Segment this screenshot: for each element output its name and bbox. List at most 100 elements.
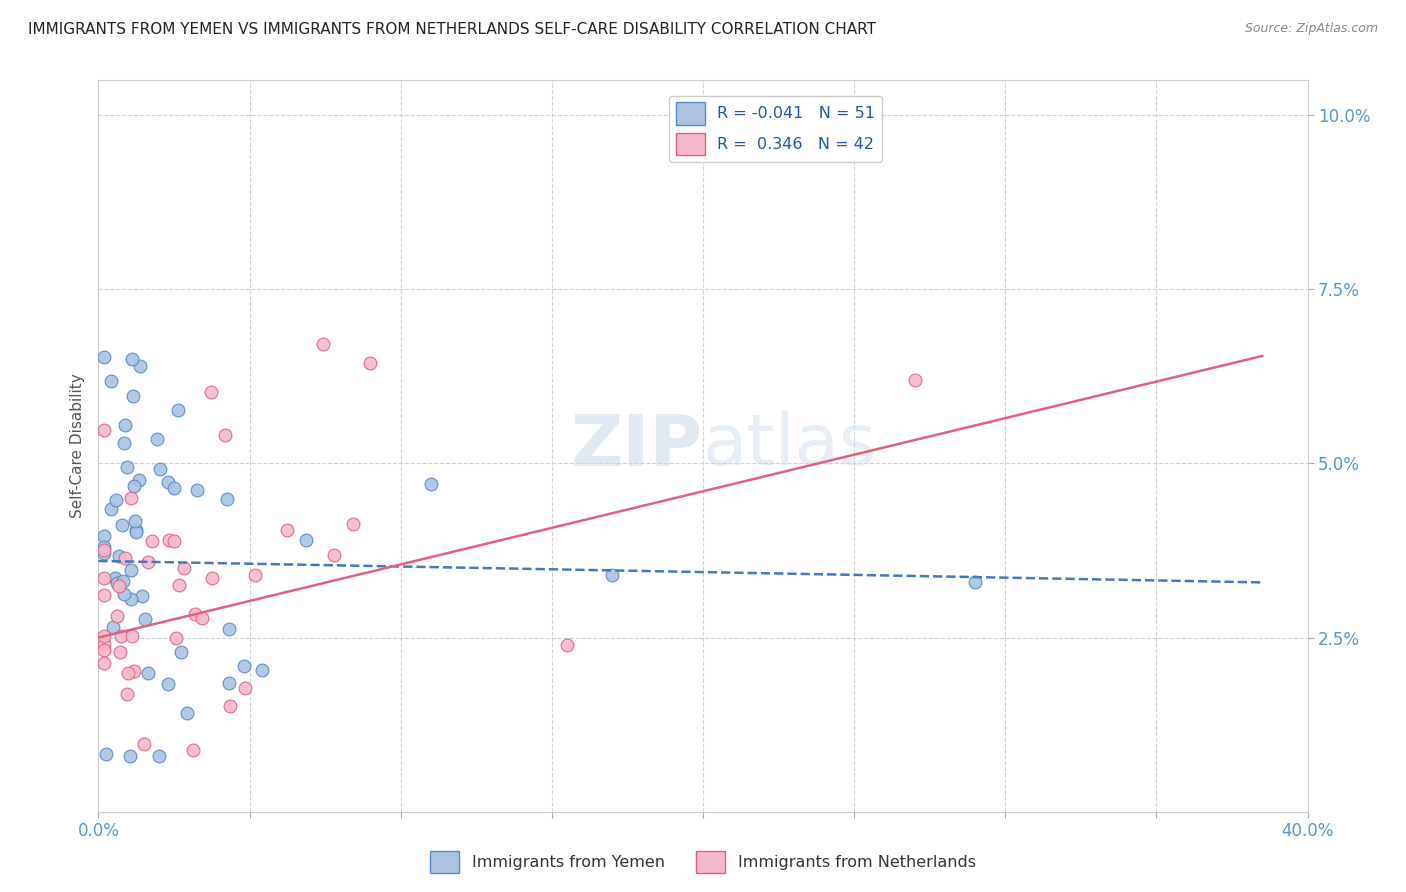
Legend: Immigrants from Yemen, Immigrants from Netherlands: Immigrants from Yemen, Immigrants from N… xyxy=(423,844,983,880)
Point xyxy=(108,549,131,563)
Point xyxy=(93,546,115,560)
Point xyxy=(100,374,122,388)
Point xyxy=(111,517,134,532)
Point xyxy=(157,475,180,489)
Point xyxy=(136,555,159,569)
Point xyxy=(167,578,190,592)
Point xyxy=(214,428,236,442)
Point xyxy=(217,491,239,506)
Point xyxy=(93,656,115,670)
Point xyxy=(114,418,136,433)
Point xyxy=(105,575,128,590)
Point xyxy=(602,567,624,582)
Point xyxy=(121,629,143,643)
Point xyxy=(295,533,318,548)
Point xyxy=(200,384,222,399)
Point xyxy=(138,666,160,681)
Point xyxy=(250,663,273,677)
Point xyxy=(312,336,335,351)
Point xyxy=(93,424,115,438)
Point xyxy=(121,389,143,403)
Text: ZIP: ZIP xyxy=(571,411,703,481)
Point xyxy=(93,588,115,602)
Point xyxy=(173,561,195,575)
Point xyxy=(93,629,115,643)
Point xyxy=(105,492,128,507)
Point xyxy=(191,611,214,625)
Point xyxy=(156,677,179,691)
Point xyxy=(101,620,124,634)
Point xyxy=(120,491,142,506)
Point xyxy=(134,611,156,625)
Y-axis label: Self-Care Disability: Self-Care Disability xyxy=(69,374,84,518)
Point xyxy=(104,571,127,585)
Point xyxy=(100,502,122,516)
Point xyxy=(149,462,172,476)
Point xyxy=(420,477,443,491)
Point xyxy=(359,356,381,370)
Point xyxy=(108,645,131,659)
Point xyxy=(93,572,115,586)
Point xyxy=(186,483,208,497)
Point xyxy=(342,517,364,532)
Point xyxy=(93,542,115,557)
Point xyxy=(129,359,152,374)
Point xyxy=(110,629,132,643)
Point xyxy=(276,523,298,537)
Point xyxy=(128,473,150,487)
Point xyxy=(218,622,240,636)
Point xyxy=(218,699,240,714)
Point xyxy=(93,643,115,657)
Point xyxy=(124,514,146,528)
Point xyxy=(235,681,257,695)
Point xyxy=(184,607,207,621)
Point xyxy=(322,548,344,562)
Point xyxy=(112,574,135,589)
Point xyxy=(148,749,170,764)
Text: IMMIGRANTS FROM YEMEN VS IMMIGRANTS FROM NETHERLANDS SELF-CARE DISABILITY CORREL: IMMIGRANTS FROM YEMEN VS IMMIGRANTS FROM… xyxy=(28,22,876,37)
Point xyxy=(555,638,578,652)
Point xyxy=(117,687,139,701)
Point xyxy=(108,579,131,593)
Point xyxy=(93,540,115,554)
Point xyxy=(122,664,145,678)
Point xyxy=(125,523,148,537)
Point xyxy=(181,743,204,757)
Text: atlas: atlas xyxy=(703,411,877,481)
Point xyxy=(218,676,240,690)
Point xyxy=(163,481,186,495)
Point xyxy=(117,460,139,475)
Point xyxy=(141,533,163,548)
Point xyxy=(114,551,136,566)
Point xyxy=(93,637,115,651)
Point xyxy=(243,568,266,582)
Point xyxy=(120,591,142,606)
Legend: R = -0.041   N = 51, R =  0.346   N = 42: R = -0.041 N = 51, R = 0.346 N = 42 xyxy=(669,95,882,161)
Point xyxy=(176,706,198,720)
Point xyxy=(120,563,142,577)
Point xyxy=(117,666,139,681)
Point xyxy=(132,737,155,751)
Point xyxy=(96,747,118,762)
Point xyxy=(904,373,927,387)
Point xyxy=(121,351,143,366)
Point xyxy=(131,589,153,603)
Point xyxy=(233,658,256,673)
Point xyxy=(165,632,187,646)
Point xyxy=(112,587,135,601)
Point xyxy=(105,609,128,624)
Point xyxy=(162,534,184,549)
Point xyxy=(93,529,115,543)
Point xyxy=(145,432,167,446)
Point xyxy=(965,574,987,589)
Point xyxy=(112,436,135,450)
Point xyxy=(118,749,141,764)
Point xyxy=(125,524,148,539)
Point xyxy=(170,645,193,659)
Point xyxy=(157,533,180,547)
Point xyxy=(93,350,115,364)
Point xyxy=(201,571,224,585)
Point xyxy=(122,479,145,493)
Point xyxy=(167,402,190,417)
Text: Source: ZipAtlas.com: Source: ZipAtlas.com xyxy=(1244,22,1378,36)
